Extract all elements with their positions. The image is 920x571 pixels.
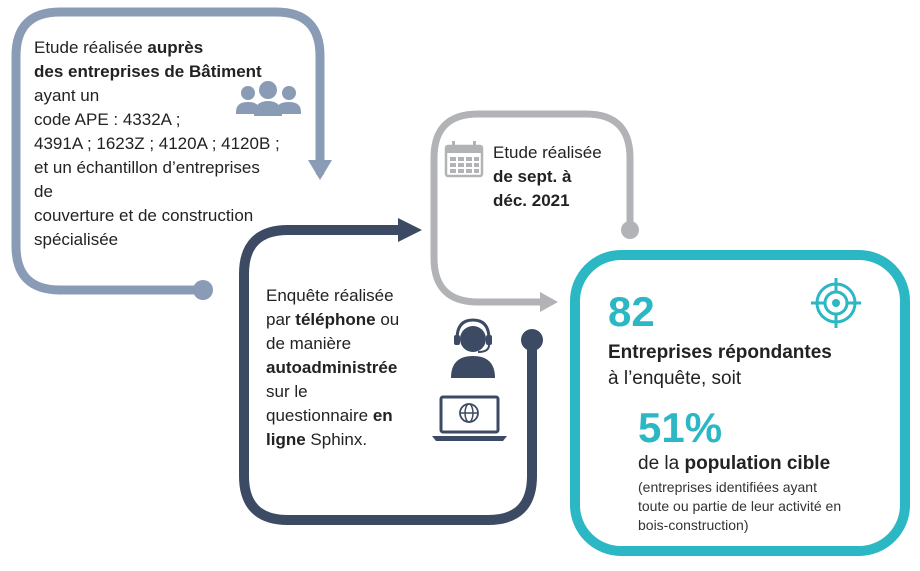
box2-end-dot	[521, 329, 543, 351]
calendar-icon	[444, 141, 484, 178]
box1-line9: spécialisée	[34, 230, 119, 249]
box1-line5: 4391A ; 1623Z ; 4120A ; 4120B ;	[34, 134, 280, 153]
respondent-count: 82	[608, 288, 655, 335]
box1-arrowhead	[308, 160, 332, 180]
box2-line5: sur le	[266, 382, 308, 401]
box3-text: Etude réalisée de sept. à déc. 2021	[493, 141, 633, 213]
target-population-label: de la population cible	[638, 453, 831, 474]
box2-line3: de manière	[266, 334, 352, 353]
box3-line3: déc. 2021	[493, 191, 570, 210]
box1-border	[11, 7, 325, 295]
box1-text: Etude réalisée auprès des entreprises de…	[34, 36, 324, 252]
box2-line6: questionnaire en	[266, 406, 393, 425]
box1-line4: code APE : 4332A ;	[34, 110, 181, 129]
target-population-percent: 51%	[638, 404, 723, 451]
box3-line1: Etude réalisée	[493, 143, 602, 162]
box1-end-dot	[193, 280, 213, 300]
box1-emphasis: auprès	[147, 38, 204, 57]
box1-line2: des entreprises de Bâtiment	[34, 62, 262, 81]
box2-arrowhead	[398, 218, 422, 242]
box2-text: Enquête réalisée par téléphone ou de man…	[266, 284, 431, 452]
respondent-label: Entreprises répondantes à l’enquête, soi…	[608, 342, 832, 389]
box2-line2: par téléphone ou	[266, 310, 400, 329]
box1-line7: de	[34, 182, 53, 201]
target-population-note: (entreprises identifiées ayant toute ou …	[638, 479, 842, 533]
box3-end-dot	[621, 221, 639, 239]
box3-arrowhead	[540, 292, 558, 312]
box2-line1: Enquête réalisée	[266, 286, 394, 305]
laptop-globe-icon	[432, 395, 507, 441]
people-group-icon	[236, 81, 301, 116]
box2-line7: ligne Sphinx.	[266, 430, 368, 449]
box2-line4: autoadministrée	[266, 358, 398, 377]
box3-line2: de sept. à	[493, 167, 572, 186]
box1-line3: ayant un	[34, 86, 100, 105]
box1-line1: Etude réalisée auprès	[34, 38, 204, 57]
box1-line8: couverture et de construction	[34, 206, 254, 225]
box3-border	[430, 110, 634, 306]
box1-line6: et un échantillon d’entreprises	[34, 158, 260, 177]
headset-operator-icon	[451, 318, 495, 378]
box2-border	[239, 225, 537, 525]
target-icon	[811, 278, 861, 328]
box4-border	[570, 250, 910, 556]
